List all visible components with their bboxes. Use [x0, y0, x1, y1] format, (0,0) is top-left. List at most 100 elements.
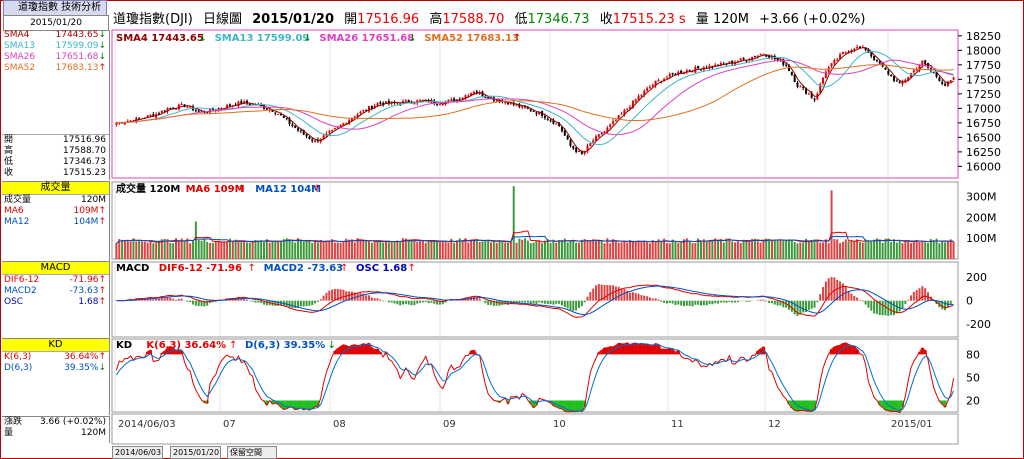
- volume-bar: [350, 239, 353, 259]
- volume-bar: [810, 239, 813, 259]
- macd-osc-bar: [560, 300, 563, 306]
- volume-bar: [546, 239, 549, 259]
- volume-bar: [549, 243, 552, 259]
- macd-osc-bar: [813, 300, 816, 308]
- macd-osc-bar: [305, 300, 308, 307]
- candle-body: [495, 100, 498, 102]
- volume-bar: [294, 242, 297, 259]
- macd-osc-bar: [472, 296, 475, 301]
- macd-osc-bar: [487, 300, 490, 305]
- volume-bar: [725, 238, 728, 259]
- sma4-line: [116, 47, 954, 153]
- candle-body: [759, 54, 762, 56]
- vol-label: 量: [4, 428, 14, 438]
- volume-bar: [396, 240, 399, 259]
- up-arrow-icon: ↑: [340, 263, 348, 274]
- candle-body: [787, 65, 790, 72]
- volume-bar: [577, 242, 580, 259]
- volume-bar: [850, 240, 853, 259]
- candle-body: [935, 72, 938, 77]
- macd-osc-bar: [277, 300, 280, 306]
- volume-bar: [853, 241, 856, 259]
- macd-osc-bar: [555, 300, 558, 304]
- volume-bar: [580, 239, 583, 259]
- start-date-tab[interactable]: 2014/06/03: [112, 446, 163, 459]
- volume-bar: [115, 243, 118, 259]
- volume-bar: [535, 240, 538, 259]
- volume-bar: [228, 238, 231, 259]
- macd-osc-bar: [257, 300, 260, 303]
- macd-osc-bar: [609, 285, 612, 301]
- macd-osc-bar: [779, 300, 782, 306]
- volume-bar: [220, 242, 223, 259]
- volume-bar: [881, 242, 884, 259]
- sma52-line: [116, 64, 954, 124]
- end-date-tab[interactable]: 2015/01/20: [170, 446, 221, 459]
- macd-legend-item: MACD2 -73.63: [264, 263, 344, 274]
- down-arrow-icon: ↓: [199, 33, 207, 44]
- volume-bar: [753, 238, 756, 259]
- volume-bar: [512, 186, 515, 259]
- macd-osc-bar: [577, 300, 580, 308]
- macd-osc-bar: [254, 300, 257, 303]
- volume-bar: [353, 242, 356, 259]
- sma-value: 17683.13↑: [55, 63, 107, 73]
- volume-bar: [200, 240, 203, 259]
- ohlc-value: 17516.96: [63, 135, 106, 145]
- candle-body: [271, 109, 274, 112]
- volume-bar: [475, 238, 478, 259]
- candle-body: [413, 102, 416, 105]
- macd-osc-bar: [665, 300, 668, 304]
- volume-bar: [214, 241, 217, 259]
- volume-section-head: 成交量: [2, 182, 109, 195]
- candle-body: [333, 128, 336, 130]
- kd-value: 39.35%↓: [64, 363, 106, 373]
- macd-osc-bar: [819, 294, 822, 301]
- volume-bar: [841, 241, 844, 259]
- down-arrow-icon: ↓: [328, 340, 336, 351]
- sma-label: SMA4: [4, 30, 30, 40]
- volume-bar: [779, 239, 782, 259]
- volume-bar: [631, 241, 634, 259]
- macd-osc-bar: [702, 300, 705, 306]
- volume-bar: [782, 240, 785, 259]
- price-tick-label: 18000: [966, 44, 1001, 57]
- candle-body: [407, 99, 410, 103]
- candle-body: [776, 58, 779, 61]
- candle-body: [163, 110, 166, 112]
- volume-bar: [455, 240, 458, 259]
- macd-osc-bar: [166, 297, 169, 301]
- macd-osc-bar: [697, 300, 700, 305]
- volume-bar: [552, 239, 555, 259]
- candle-body: [575, 147, 578, 152]
- candle-body: [362, 110, 365, 112]
- candle-body: [648, 87, 651, 89]
- candle-body: [799, 86, 802, 88]
- volume-bar: [682, 239, 685, 259]
- macd-osc-bar: [597, 284, 600, 301]
- candle-body: [186, 106, 189, 108]
- macd-osc-bar: [824, 281, 827, 301]
- macd-osc-bar: [455, 299, 458, 301]
- reserve-space-tab[interactable]: 保留空間: [227, 446, 277, 459]
- candle-body: [308, 136, 311, 139]
- volume-bar: [822, 242, 825, 259]
- candle-body: [373, 105, 376, 109]
- volume-bar: [634, 241, 637, 259]
- macd-osc-bar: [262, 300, 265, 305]
- volume-bar: [438, 242, 441, 259]
- volume-bar: [526, 240, 529, 259]
- macd-osc-bar: [186, 300, 189, 302]
- volume-bar: [932, 240, 935, 259]
- kd-legend-item: K(6,3) 36.64%: [146, 340, 226, 351]
- volume-bar: [646, 242, 649, 259]
- macd-osc-bar: [302, 300, 305, 307]
- volume-bar: [157, 241, 160, 259]
- candle-body: [688, 69, 691, 71]
- macd-osc-bar: [691, 300, 694, 307]
- macd-osc-bar: [745, 300, 748, 302]
- macd-osc-bar: [325, 292, 328, 301]
- volume-bar: [183, 241, 186, 259]
- volume-bar: [186, 238, 189, 259]
